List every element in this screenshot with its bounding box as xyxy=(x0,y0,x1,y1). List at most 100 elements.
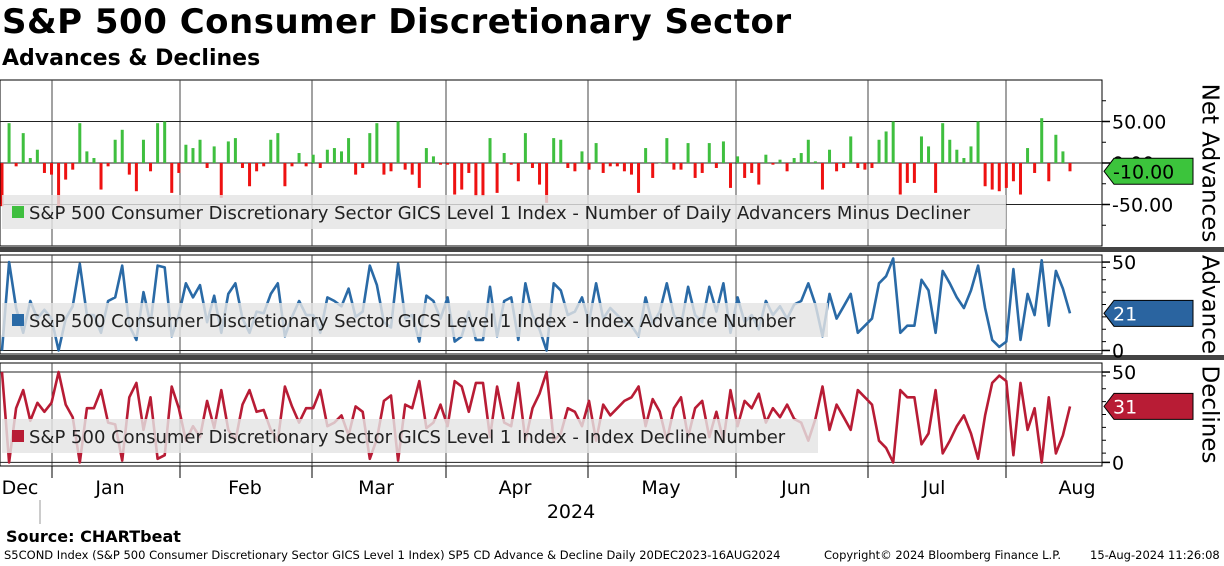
net-bar xyxy=(736,156,740,163)
net-bar xyxy=(820,163,824,190)
net-bar xyxy=(120,129,124,163)
legend-swatch-advance xyxy=(12,314,24,326)
net-bar xyxy=(481,163,485,197)
net-bar xyxy=(863,163,867,170)
net-bar xyxy=(304,163,308,167)
net-bar xyxy=(127,163,131,175)
net-bar xyxy=(50,163,54,175)
net-bar xyxy=(488,138,492,163)
axis-title-net: Net Advances xyxy=(1197,84,1223,243)
net-bar xyxy=(941,123,945,163)
y-tick-label: -50.00 xyxy=(1112,195,1173,217)
net-bar xyxy=(566,163,570,168)
net-bar xyxy=(771,163,775,165)
last-value-badge-decline xyxy=(1103,392,1194,420)
net-bar xyxy=(403,163,407,170)
net-bar xyxy=(1026,148,1030,163)
net-bar xyxy=(629,163,633,175)
net-bar xyxy=(495,163,499,193)
net-bar xyxy=(92,158,96,163)
net-bar xyxy=(64,163,68,180)
last-value-label-advance: 21 xyxy=(1113,303,1137,325)
net-bar xyxy=(361,163,365,168)
net-bar xyxy=(226,141,230,163)
net-bar xyxy=(835,163,839,172)
decline-series-line xyxy=(0,370,1072,464)
net-bar xyxy=(672,163,676,170)
y-tick-label: 50 xyxy=(1112,252,1136,274)
net-bar xyxy=(163,121,167,163)
legend-label-net: S&P 500 Consumer Discretionary Sector GI… xyxy=(29,203,971,224)
y-tick-label: 0 xyxy=(1112,340,1124,362)
net-bar xyxy=(912,163,916,183)
net-bar xyxy=(644,148,648,163)
net-bar xyxy=(594,143,598,163)
net-bar xyxy=(637,163,641,193)
net-bar xyxy=(410,163,414,175)
legend-box-net xyxy=(2,195,1006,229)
y-tick-label: 50.00 xyxy=(1112,112,1166,134)
x-tick-label: Jul xyxy=(922,477,946,499)
footer-copyright: Copyright© 2024 Bloomberg Finance L.P. xyxy=(824,548,1061,562)
net-bar xyxy=(806,139,810,163)
net-bar xyxy=(212,146,216,163)
source-note: Source: CHARTbeat xyxy=(6,527,181,546)
footer-description: S5COND Index (S&P 500 Consumer Discretio… xyxy=(4,548,781,562)
net-bar xyxy=(651,163,655,178)
net-bar xyxy=(21,133,25,163)
net-bar xyxy=(318,163,322,168)
net-bar xyxy=(828,149,832,163)
net-bar xyxy=(545,163,549,203)
net-bar xyxy=(665,138,669,163)
net-bar xyxy=(608,163,612,167)
net-bar xyxy=(78,123,82,163)
net-bar xyxy=(573,163,577,172)
net-bar xyxy=(884,131,888,163)
net-bar xyxy=(35,149,39,163)
net-bar xyxy=(778,159,782,163)
net-bar xyxy=(339,151,343,163)
net-bar xyxy=(750,163,754,173)
net-bar xyxy=(269,139,273,163)
net-bar xyxy=(927,146,931,163)
net-bar xyxy=(14,163,18,167)
net-bar xyxy=(467,163,471,173)
legend-swatch-net xyxy=(12,206,24,218)
axis-title-decline: Declines xyxy=(1197,366,1223,464)
net-bar xyxy=(474,163,478,197)
net-bar xyxy=(297,153,301,163)
net-bar xyxy=(439,163,443,165)
net-bar xyxy=(601,163,605,173)
net-bar xyxy=(764,154,768,163)
net-bar xyxy=(1054,134,1058,163)
net-bar xyxy=(693,163,697,178)
net-bar xyxy=(934,163,938,193)
net-bar xyxy=(969,146,973,163)
x-year-label: 2024 xyxy=(547,501,595,523)
net-bar xyxy=(106,163,110,167)
net-bar xyxy=(686,143,690,163)
net-bar xyxy=(99,163,103,190)
net-bar xyxy=(219,163,223,198)
net-bar xyxy=(389,163,393,172)
net-bar xyxy=(622,163,626,172)
net-bar xyxy=(559,139,563,163)
net-bar xyxy=(990,163,994,190)
net-bar xyxy=(325,149,329,163)
net-bar xyxy=(170,163,174,193)
net-bar xyxy=(905,163,909,183)
net-bar xyxy=(785,163,789,172)
x-tick-label: Aug xyxy=(1058,477,1095,499)
net-bar xyxy=(453,163,457,195)
net-bar xyxy=(248,163,252,187)
net-bar xyxy=(184,144,188,163)
net-bar xyxy=(177,163,181,173)
legend-label-advance: S&P 500 Consumer Discretionary Sector GI… xyxy=(29,311,796,332)
net-bar xyxy=(679,163,683,170)
net-bar xyxy=(714,163,718,168)
net-bar xyxy=(431,156,435,163)
net-bar xyxy=(0,163,4,207)
chart-title: S&P 500 Consumer Discretionary Sector xyxy=(2,2,792,42)
net-bar xyxy=(283,163,287,187)
legend-swatch-decline xyxy=(12,430,24,442)
